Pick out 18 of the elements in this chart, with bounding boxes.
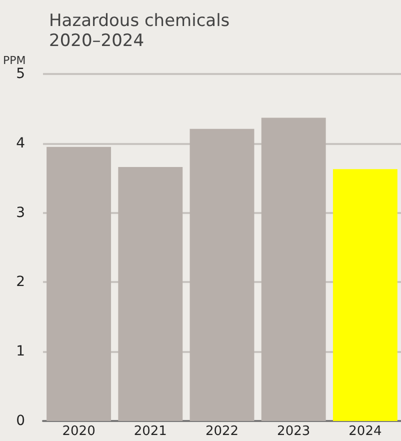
y-tick-label: 5: [16, 66, 25, 82]
y-tick-label: 1: [16, 344, 25, 360]
bar: [190, 128, 254, 421]
x-tick-label: 2022: [205, 424, 239, 439]
y-tick-label: 3: [16, 204, 25, 221]
x-tick-label: 2024: [348, 424, 382, 439]
bar: [332, 169, 398, 421]
bar: [261, 118, 326, 421]
bar: [118, 166, 183, 421]
chart-title: Hazardous chemicals 2020–2024: [49, 11, 230, 51]
y-tick-label: 4: [16, 135, 26, 152]
y-tick-label: 0: [16, 413, 25, 429]
x-tick-label: 2020: [62, 424, 96, 439]
y-tick-label: 2: [16, 274, 25, 290]
x-tick-label: 2023: [277, 424, 310, 439]
x-tick-label: 2021: [134, 424, 167, 439]
y-axis-title: PPM: [3, 54, 26, 67]
bar: [46, 146, 112, 421]
